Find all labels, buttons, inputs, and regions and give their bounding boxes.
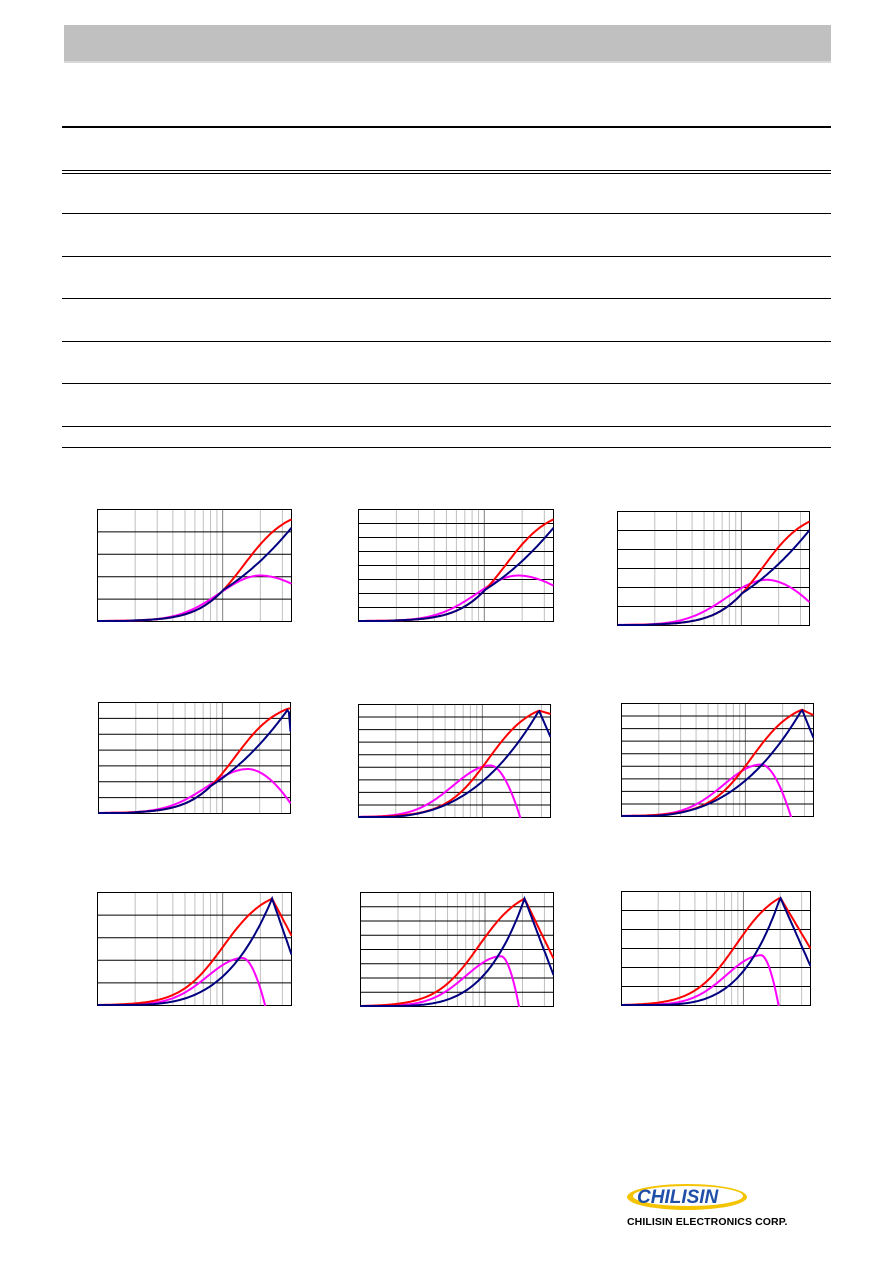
company-logo: CHILISIN CHILISIN ELECTRONICS CORP. xyxy=(627,1178,827,1238)
series-line-a xyxy=(621,897,811,1006)
chart-plot xyxy=(617,511,810,626)
impedance-chart xyxy=(97,892,292,1006)
chart-plot xyxy=(358,704,551,818)
chart-plot xyxy=(621,703,814,817)
impedance-chart xyxy=(358,509,554,622)
table-header-rule xyxy=(62,170,831,174)
series-line-b xyxy=(358,709,551,818)
impedance-chart xyxy=(358,704,551,818)
impedance-chart xyxy=(97,509,292,622)
header-bar xyxy=(64,25,831,63)
series-line-b xyxy=(621,708,814,817)
chart-plot xyxy=(358,509,554,622)
impedance-chart xyxy=(617,511,810,626)
series-line-b xyxy=(97,527,292,622)
table-row-rule xyxy=(62,298,831,299)
table-row-rule xyxy=(62,213,831,214)
company-name: CHILISIN ELECTRONICS CORP. xyxy=(627,1216,788,1228)
impedance-chart xyxy=(360,892,554,1007)
chart-plot xyxy=(97,892,292,1006)
chart-plot xyxy=(621,891,811,1006)
table-row-rule xyxy=(62,383,831,384)
table-row-rule xyxy=(62,426,831,427)
logo-wordmark: CHILISIN xyxy=(637,1187,720,1208)
series-line-b xyxy=(617,529,810,626)
series-line-b xyxy=(98,708,291,814)
series-line-b xyxy=(97,895,292,1006)
series-line-a xyxy=(360,897,554,1007)
table-row-rule xyxy=(62,341,831,342)
chart-plot xyxy=(97,509,292,622)
table-row-rule xyxy=(62,256,831,257)
table-top-rule xyxy=(62,126,831,128)
table-bottom-rule xyxy=(62,447,831,448)
chilisin-logo-icon: CHILISIN xyxy=(627,1184,747,1210)
impedance-chart xyxy=(621,703,814,817)
series-line-b xyxy=(358,527,554,622)
series-line-a xyxy=(97,897,292,1006)
impedance-chart xyxy=(98,702,291,814)
chart-plot xyxy=(360,892,554,1007)
chart-plot xyxy=(98,702,291,814)
series-line-b xyxy=(360,895,554,1007)
series-line-b xyxy=(621,896,811,1006)
impedance-chart xyxy=(621,891,811,1006)
